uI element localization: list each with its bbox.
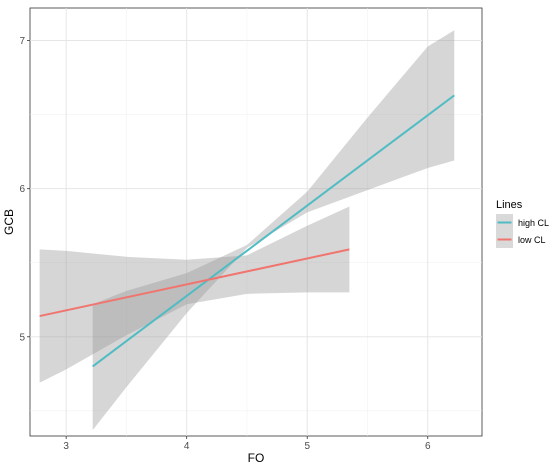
x-tick-label: 4	[184, 441, 190, 452]
y-axis-title: GCB	[2, 209, 16, 235]
x-axis-title: FO	[248, 451, 265, 465]
major-gridlines	[30, 8, 482, 436]
plot-panel	[29, 7, 483, 437]
fit-line-high-cl	[92, 94, 455, 368]
legend-entry-label: low CL	[518, 235, 546, 245]
confidence-ribbon-low-cl	[39, 206, 350, 383]
x-tick-label: 3	[63, 441, 69, 452]
y-tick-label: 5	[19, 332, 25, 343]
minor-gridlines	[30, 8, 482, 436]
legend: Lines high CL low CL	[496, 199, 549, 248]
x-axis-ticks: 3 4 5 6	[63, 436, 431, 452]
legend-title: Lines	[496, 199, 523, 211]
x-tick-label: 6	[425, 441, 431, 452]
x-tick-label: 5	[304, 441, 310, 452]
fit-lines	[39, 94, 455, 368]
legend-entry-label: high CL	[518, 218, 549, 228]
y-tick-label: 7	[19, 36, 25, 47]
fit-line-low-cl	[39, 248, 350, 318]
y-tick-label: 6	[19, 184, 25, 195]
y-axis-ticks: 5 6 7	[19, 36, 30, 343]
